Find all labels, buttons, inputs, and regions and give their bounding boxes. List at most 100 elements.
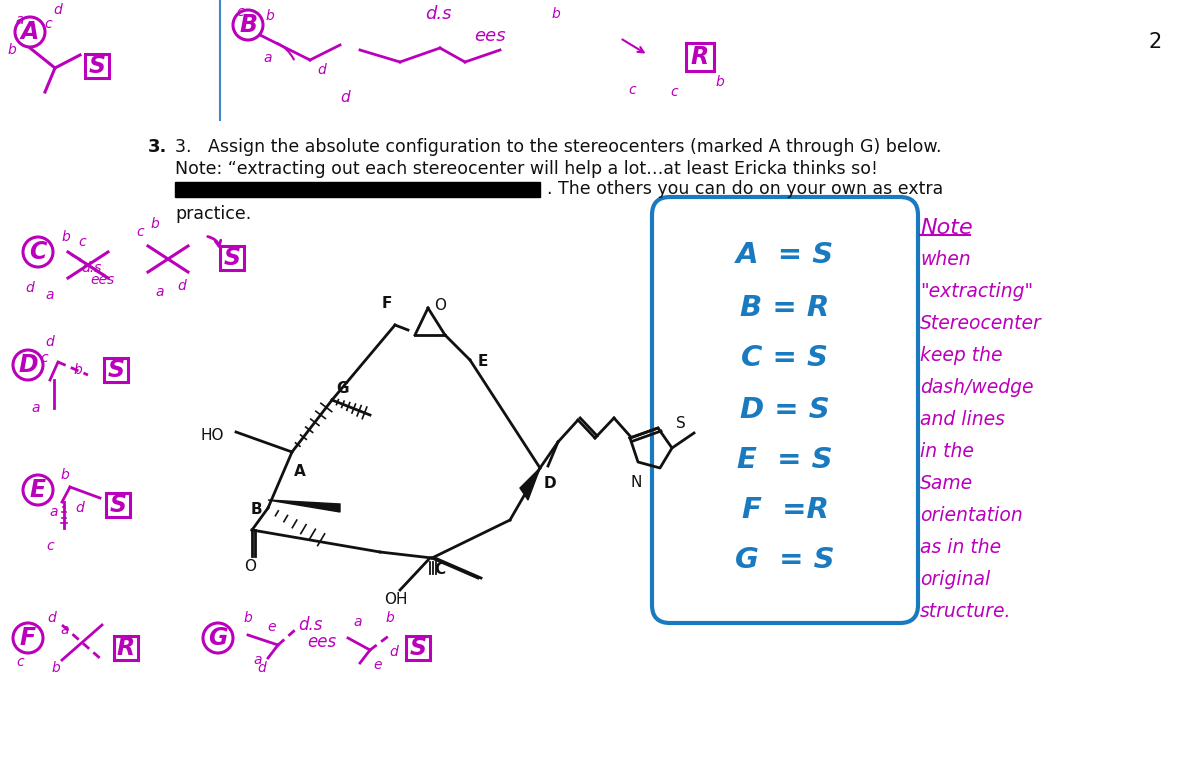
Text: c: c bbox=[41, 351, 48, 365]
Text: b: b bbox=[62, 230, 71, 244]
FancyBboxPatch shape bbox=[104, 358, 128, 382]
FancyBboxPatch shape bbox=[406, 636, 430, 660]
Text: d: d bbox=[45, 335, 55, 349]
Text: R: R bbox=[691, 45, 709, 69]
Text: 3.   Assign the absolute configuration to the stereocenters (marked A through G): 3. Assign the absolute configuration to … bbox=[174, 138, 942, 156]
Text: b: b bbox=[552, 7, 560, 21]
Text: C: C bbox=[30, 240, 47, 264]
Text: b: b bbox=[7, 43, 17, 57]
Text: B = R: B = R bbox=[741, 294, 829, 322]
Text: Same: Same bbox=[920, 474, 973, 493]
Text: F: F bbox=[20, 626, 36, 650]
Text: d: d bbox=[75, 501, 85, 515]
Text: F  =R: F =R bbox=[742, 496, 828, 524]
FancyBboxPatch shape bbox=[686, 43, 713, 71]
Text: dash/wedge: dash/wedge bbox=[920, 378, 1034, 397]
Text: as in the: as in the bbox=[920, 538, 1001, 557]
FancyBboxPatch shape bbox=[106, 493, 130, 517]
Text: S: S bbox=[410, 636, 427, 660]
Text: and lines: and lines bbox=[920, 410, 1005, 429]
Polygon shape bbox=[520, 468, 540, 500]
Text: N: N bbox=[630, 475, 642, 490]
Text: keep the: keep the bbox=[920, 346, 1003, 365]
Text: b: b bbox=[51, 661, 61, 675]
Text: original: original bbox=[920, 570, 991, 589]
FancyBboxPatch shape bbox=[220, 246, 244, 270]
Text: ees: ees bbox=[90, 273, 115, 287]
Text: a: a bbox=[264, 51, 272, 65]
Text: c: c bbox=[17, 655, 24, 669]
Text: c: c bbox=[629, 83, 636, 97]
Text: a: a bbox=[32, 401, 41, 415]
Text: e: e bbox=[268, 620, 276, 634]
Text: structure.: structure. bbox=[920, 602, 1011, 621]
Text: d: d bbox=[25, 281, 35, 295]
Text: S: S bbox=[223, 246, 240, 270]
Text: d: d bbox=[54, 3, 62, 17]
Text: a: a bbox=[253, 653, 262, 667]
Text: A  = S: A = S bbox=[736, 241, 834, 269]
Text: b: b bbox=[61, 468, 69, 482]
Text: 3.: 3. bbox=[148, 138, 167, 156]
Text: 2: 2 bbox=[1148, 32, 1162, 52]
Text: c: c bbox=[237, 5, 244, 19]
Text: C: C bbox=[434, 562, 445, 577]
Text: E: E bbox=[478, 355, 489, 369]
Text: OH: OH bbox=[385, 592, 407, 607]
Text: orientation: orientation bbox=[920, 506, 1023, 525]
Text: B: B bbox=[251, 502, 262, 518]
Text: in the: in the bbox=[920, 442, 974, 461]
Text: B: B bbox=[239, 13, 257, 37]
Text: D: D bbox=[544, 476, 557, 491]
Text: b: b bbox=[74, 363, 82, 377]
Text: D: D bbox=[18, 353, 38, 377]
Text: a: a bbox=[16, 13, 24, 27]
Text: S: S bbox=[676, 415, 686, 431]
Text: ees: ees bbox=[307, 633, 337, 651]
Text: Note: Note bbox=[920, 218, 973, 238]
Text: G: G bbox=[208, 626, 228, 650]
Text: G  = S: G = S bbox=[735, 546, 835, 574]
Text: c: c bbox=[78, 235, 86, 249]
Text: d: d bbox=[178, 279, 186, 293]
Text: S: S bbox=[108, 358, 124, 382]
Text: S: S bbox=[88, 54, 105, 78]
Text: d: d bbox=[258, 661, 266, 675]
Text: c: c bbox=[670, 85, 678, 99]
Text: G: G bbox=[336, 381, 349, 396]
Text: practice.: practice. bbox=[174, 205, 251, 223]
Text: d.s: d.s bbox=[424, 5, 452, 23]
FancyBboxPatch shape bbox=[652, 197, 918, 623]
Text: ees: ees bbox=[474, 27, 505, 45]
Text: c: c bbox=[47, 539, 54, 553]
Text: "extracting": "extracting" bbox=[920, 282, 1034, 301]
Text: d: d bbox=[318, 63, 326, 77]
Text: a: a bbox=[61, 623, 69, 637]
Text: . The others you can do on your own as extra: . The others you can do on your own as e… bbox=[547, 180, 943, 198]
Text: d: d bbox=[341, 91, 350, 105]
Text: R: R bbox=[117, 636, 135, 660]
Text: b: b bbox=[386, 611, 394, 625]
Text: A: A bbox=[20, 20, 39, 44]
Text: O: O bbox=[244, 559, 256, 574]
Text: b: b bbox=[151, 217, 159, 231]
Text: d.s: d.s bbox=[298, 616, 323, 634]
Text: Note: “extracting out each stereocenter will help a lot…at least Ericka thinks s: Note: “extracting out each stereocenter … bbox=[174, 160, 878, 178]
Text: a: a bbox=[354, 615, 362, 629]
Text: O: O bbox=[434, 298, 446, 312]
Text: F: F bbox=[382, 296, 392, 311]
Text: E  = S: E = S bbox=[737, 446, 833, 474]
Text: c: c bbox=[44, 17, 51, 31]
Text: a: a bbox=[155, 285, 164, 299]
Polygon shape bbox=[268, 500, 341, 512]
Text: C = S: C = S bbox=[742, 344, 828, 372]
Text: S: S bbox=[110, 493, 127, 517]
Text: e: e bbox=[374, 658, 382, 672]
Text: A: A bbox=[294, 464, 306, 479]
Text: d.s: d.s bbox=[81, 261, 103, 275]
Text: a: a bbox=[45, 288, 54, 302]
FancyBboxPatch shape bbox=[114, 636, 137, 660]
Text: d: d bbox=[48, 611, 56, 625]
Text: Stereocenter: Stereocenter bbox=[920, 314, 1042, 333]
Text: d: d bbox=[390, 645, 398, 659]
